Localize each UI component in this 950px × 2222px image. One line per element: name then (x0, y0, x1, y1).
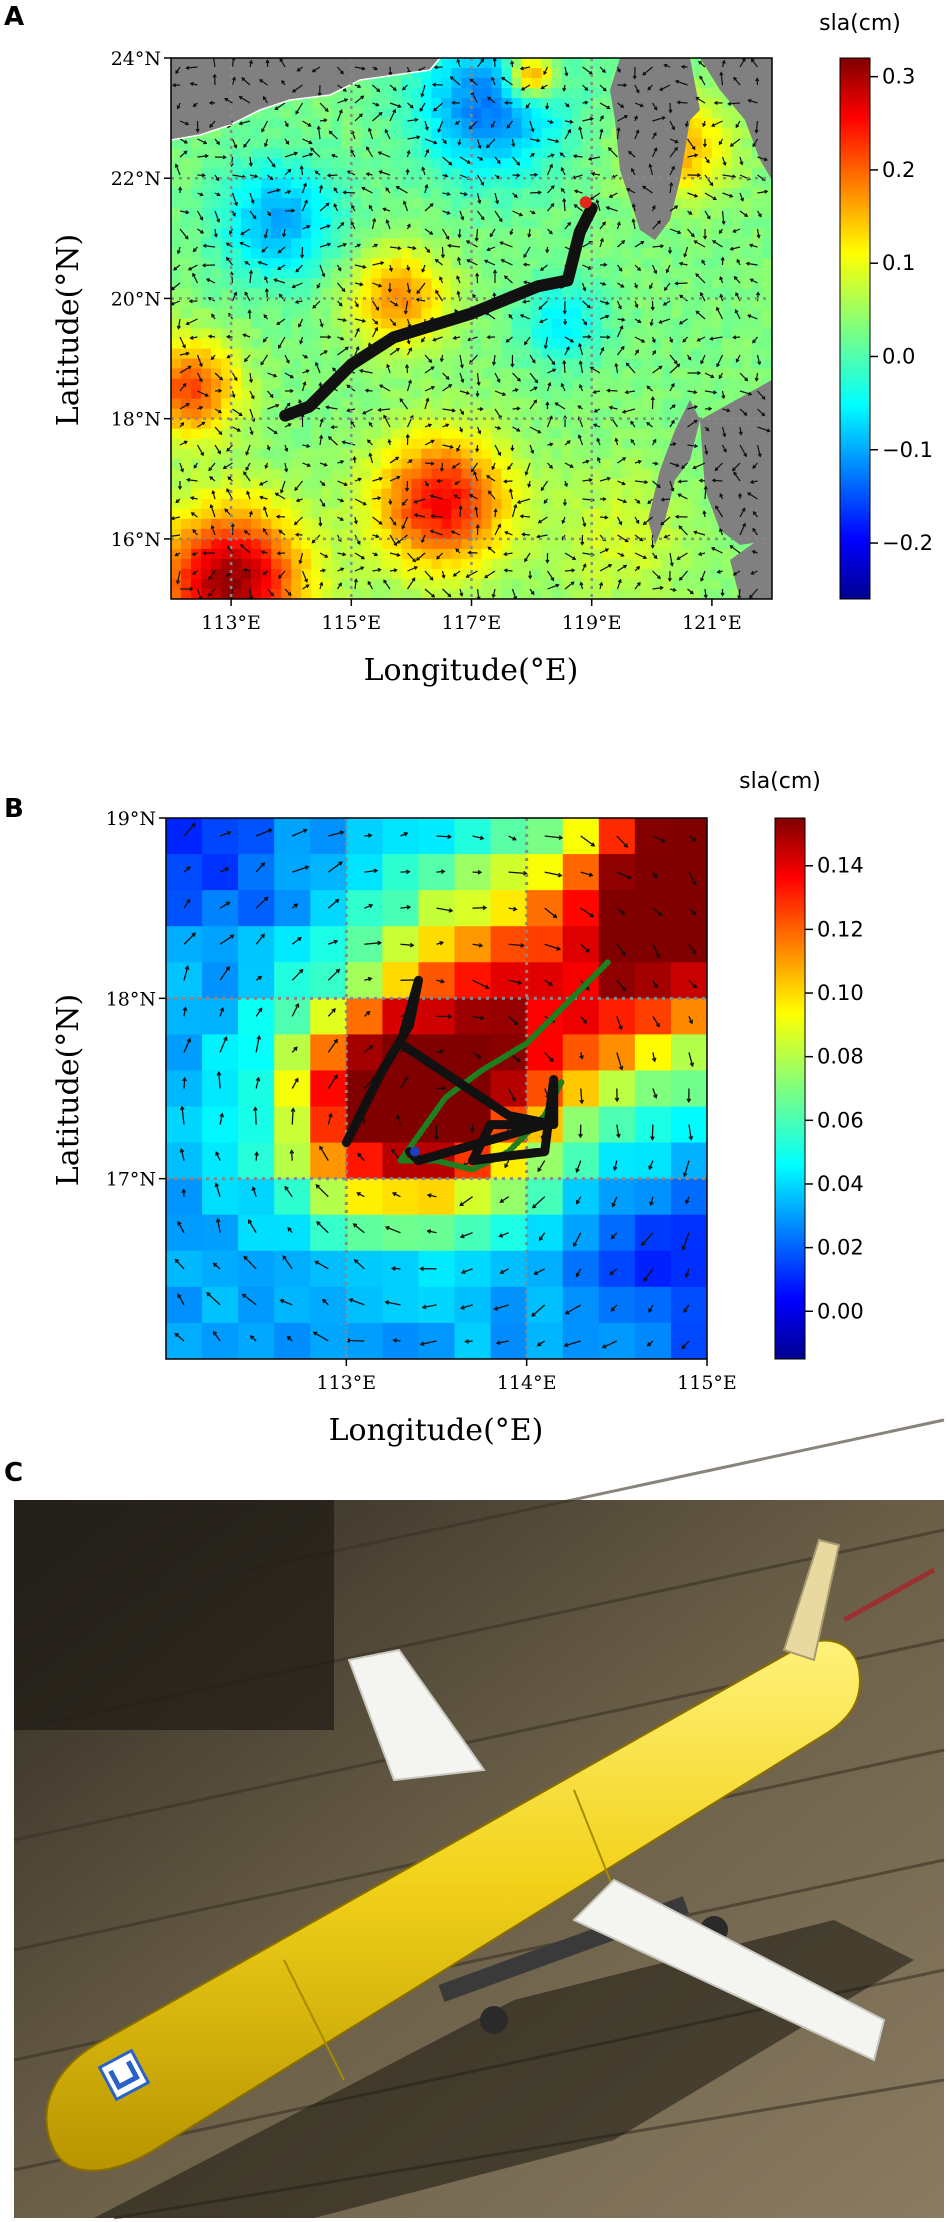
x-tick-label-a: 113°E (201, 612, 261, 634)
panel-label-a: A (4, 2, 25, 32)
colorbar-tick-label-b: 0.04 (817, 1172, 864, 1196)
x-tick-label-a: 117°E (442, 612, 502, 634)
panel-b-map: 113°E 114°E 115°E 19°N 18°N 17°N Longitude(°E… (51, 769, 864, 1448)
y-tick-label-a: 20°N (111, 288, 161, 310)
deployment-marker-a (579, 196, 592, 209)
colorbar-tick-label-a: −0.1 (882, 438, 933, 462)
x-tick-label-a: 121°E (682, 612, 742, 634)
glider-body (45, 1639, 861, 2172)
colorbar-a (839, 57, 871, 600)
panel-label-c: C (4, 1458, 24, 1488)
y-tick-label-b: 18°N (106, 988, 156, 1010)
graticule-a (171, 58, 772, 599)
colorbar-tick-label-b: 0.02 (817, 1236, 864, 1260)
glider-photo (13, 1418, 945, 2220)
y-tick-label-b: 17°N (106, 1169, 156, 1191)
current-arrows-a (171, 58, 771, 599)
glider-wing-front (572, 1878, 886, 2062)
colorbar-title-b: sla(cm) (739, 769, 821, 794)
x-axis-label-a: Longitude(°E) (364, 653, 579, 688)
glider-tail-fin (782, 1538, 841, 1662)
panel-label-b: B (4, 794, 24, 824)
x-tick-label-a: 119°E (562, 612, 622, 634)
glider-wing-back (347, 1648, 486, 1782)
colorbar-tick-label-a: 0.3 (882, 65, 915, 89)
x-axis-label-b: Longitude(°E) (329, 1413, 544, 1448)
colorbar-tick-label-b: 0.08 (817, 1045, 864, 1069)
y-tick-label-a: 16°N (111, 529, 161, 551)
axis-ticks-a: 113°E 115°E 117°E 119°E 121°E 24°N 22°N 20°N 18°… (111, 48, 742, 634)
y-tick-label-b: 19°N (106, 808, 156, 830)
colorbar-tick-label-a: 0.1 (882, 251, 915, 275)
x-tick-label-b: 113°E (317, 1372, 377, 1394)
colorbar-title-a: sla(cm) (819, 11, 901, 36)
x-tick-label-b: 114°E (497, 1372, 557, 1394)
colorbar-tick-label-a: 0.2 (882, 158, 915, 182)
glider-track-a (279, 202, 598, 422)
graticule-b (166, 818, 707, 1359)
colorbar-tick-label-b: 0.06 (817, 1108, 864, 1132)
panel-a-map: 113°E 115°E 117°E 119°E 121°E 24°N 22°N 20°N 18°… (51, 11, 933, 688)
colorbar-tick-label-b: 0.10 (817, 981, 864, 1005)
y-tick-label-a: 22°N (111, 168, 161, 190)
colorbar-tick-label-b: 0.14 (817, 854, 864, 878)
colorbar-b (774, 817, 806, 1360)
deployment-marker-b (409, 1146, 420, 1157)
land-mask-a (171, 58, 772, 599)
y-axis-label-b: Latitude(°N) (51, 994, 86, 1186)
colorbar-tick-label-b: 0.12 (817, 917, 864, 941)
colorbar-tick-label-a: −0.2 (882, 531, 933, 555)
colorbar-tick-label-b: 0.00 (817, 1299, 864, 1323)
colorbar-ticks-a: 0.3 0.2 0.1 0.0 −0.1 −0.2 (870, 65, 933, 555)
axis-ticks-b: 113°E 114°E 115°E 19°N 18°N 17°N (106, 808, 737, 1394)
glider-track-black-b (341, 975, 559, 1166)
x-tick-label-b: 115°E (677, 1372, 737, 1394)
colorbar-tick-label-a: 0.0 (882, 344, 915, 368)
glider-track-green-b (397, 959, 611, 1173)
colorbar-ticks-b: 0.14 0.12 0.10 0.08 0.06 0.04 0.02 0.00 (805, 854, 864, 1323)
x-tick-label-a: 115°E (321, 612, 381, 634)
y-axis-label-a: Latitude(°N) (51, 234, 86, 426)
y-tick-label-a: 24°N (111, 48, 161, 70)
sla-field-b (166, 818, 707, 1359)
logo-decal (97, 2048, 151, 2102)
y-tick-label-a: 18°N (111, 409, 161, 431)
